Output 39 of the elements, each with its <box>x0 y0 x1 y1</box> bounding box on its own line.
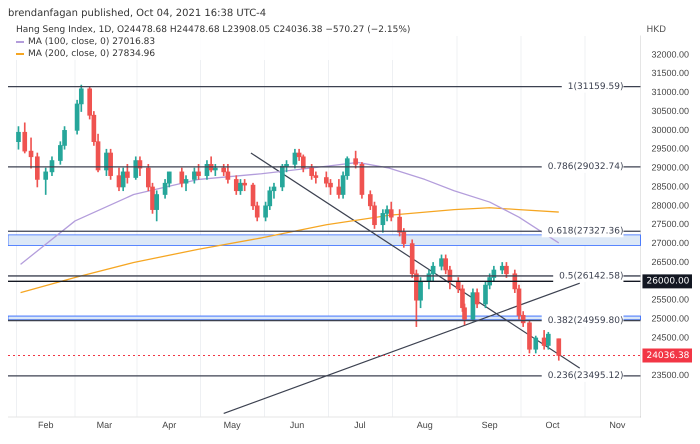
ref-line-label: 0.618(27327.36) <box>548 226 624 237</box>
x-tick-label: Sep <box>482 420 498 430</box>
y-tick-label: 28000.00 <box>651 200 690 210</box>
y-tick-label: 28500.00 <box>651 181 690 192</box>
y-tick-label: 25000.00 <box>651 314 690 324</box>
ref-line-label: 0.236(23495.12) <box>548 371 624 382</box>
x-tick-label: Mar <box>96 420 112 430</box>
ref-line-label: 26000.00 <box>646 276 690 287</box>
y-tick-label: 26500.00 <box>651 256 690 267</box>
x-tick-label: Nov <box>609 420 626 430</box>
y-tick-label: 25500.00 <box>651 294 690 305</box>
chart-subtitle: brendanfagan published, Oct 04, 2021 16:38 UTC-4 <box>8 8 268 21</box>
x-tick-label: Apr <box>162 420 176 430</box>
y-tick-label: 23500.00 <box>651 370 690 380</box>
y-tick-label: 27000.00 <box>651 238 690 248</box>
y-tick-label: 30500.00 <box>651 106 690 116</box>
ref-line-label: 24036.38 <box>646 350 690 361</box>
y-tick-label: 29000.00 <box>651 162 690 173</box>
x-tick-label: May <box>224 420 242 430</box>
y-tick-label: 24500.00 <box>651 332 690 342</box>
x-tick-label: Oct <box>545 420 560 430</box>
y-tick-label: 32000.00 <box>651 49 690 60</box>
x-tick-label: Jun <box>290 420 304 430</box>
ref-line-label: 0.786(29032.74) <box>548 162 624 172</box>
chart-title: Hang Seng Index, 1D, O24478.68 H24478.68 L23908.05 C24036.38 −570.27 (−2.15%) <box>16 24 410 36</box>
y-tick-label: 31500.00 <box>651 68 690 78</box>
y-tick-label: 27500.00 <box>651 219 690 230</box>
ref-line-label: 0.382(24959.80) <box>548 316 624 326</box>
ref-line-label: 0.5(26142.58) <box>559 271 624 282</box>
x-tick-label: Feb <box>38 420 54 430</box>
legend-label: MA (200, close, 0) 27834.96 <box>28 48 156 60</box>
ref-line-label: 1(31159.59) <box>568 82 624 92</box>
x-tick-label: Aug <box>416 420 433 430</box>
y-tick-label: 31000.00 <box>651 87 690 98</box>
text: HKD <box>646 24 666 35</box>
y-tick-label: 29500.00 <box>651 144 690 154</box>
x-tick-label: Jul <box>354 420 366 430</box>
y-tick-label: 30000.00 <box>651 124 690 135</box>
legend-label: MA (100, close, 0) 27016.83 <box>28 36 156 48</box>
